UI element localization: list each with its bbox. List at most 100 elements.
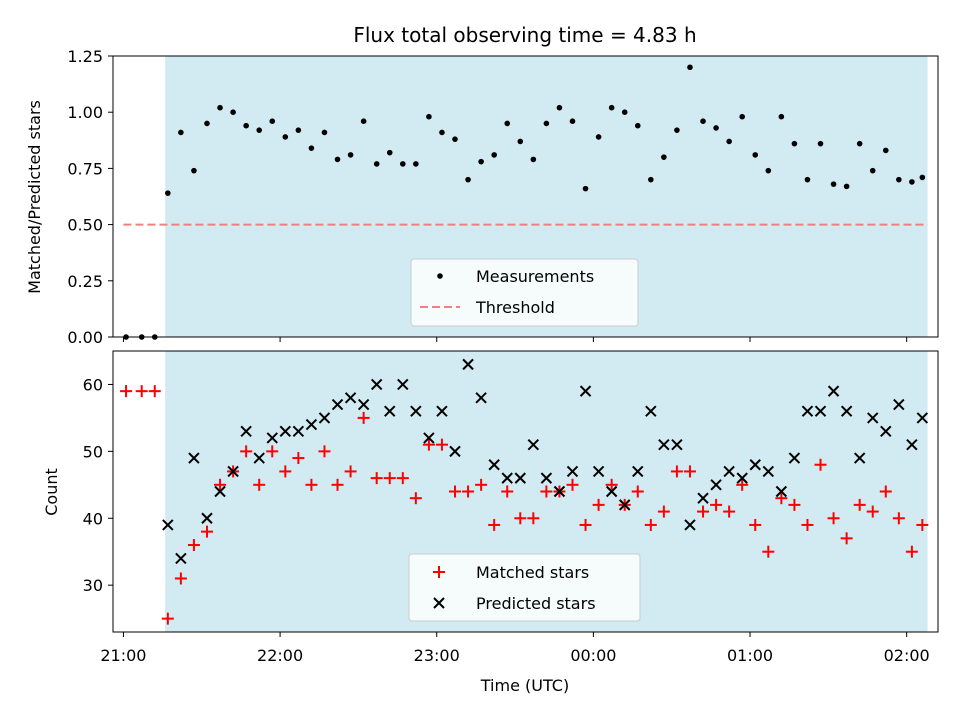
data-point: [569, 118, 576, 124]
data-point: [892, 512, 905, 525]
count-series-matched-stars: [120, 385, 929, 625]
x-tick-label: 22:00: [257, 646, 303, 665]
data-point: [619, 499, 631, 511]
data-point: [527, 438, 540, 451]
data-point: [566, 478, 579, 491]
data-point: [801, 518, 814, 531]
data-point: [120, 385, 133, 398]
data-point: [344, 392, 357, 404]
data-point-stroke: [592, 465, 605, 478]
data-point: [648, 176, 654, 183]
data-point: [909, 179, 915, 185]
data-point-stroke: [762, 465, 775, 478]
ratio-y-tick-label: 0.00: [67, 328, 103, 347]
data-point: [592, 465, 605, 478]
legend-matched-label: Matched stars: [476, 563, 589, 582]
data-point-stroke: [201, 512, 213, 524]
data-point: [840, 405, 853, 417]
data-point-stroke: [227, 465, 239, 478]
data-point-stroke: [305, 418, 318, 431]
data-point: [253, 478, 266, 491]
data-point-stroke: [423, 432, 435, 444]
data-point: [383, 472, 396, 485]
data-point-stroke: [527, 438, 540, 451]
data-point: [334, 156, 341, 163]
data-point: [475, 392, 487, 404]
data-point-stroke: [540, 472, 553, 484]
data-point: [426, 113, 432, 120]
data-point-stroke: [240, 425, 252, 437]
data-point: [919, 174, 926, 181]
legend-threshold-label: Threshold: [475, 298, 555, 317]
legend-measurements-marker: [437, 273, 443, 279]
data-point: [200, 525, 213, 538]
data-point: [161, 612, 174, 625]
data-point: [308, 145, 315, 151]
data-point: [162, 519, 174, 531]
data-point: [657, 505, 670, 518]
data-point-stroke: [436, 405, 448, 417]
data-point: [843, 183, 850, 190]
data-point-stroke: [632, 465, 644, 478]
data-point: [556, 104, 563, 111]
data-point: [410, 405, 422, 417]
ratio-y-axis-label: Matched/Predicted stars: [25, 100, 44, 294]
data-point-stroke: [253, 452, 265, 464]
data-point: [916, 412, 929, 424]
data-point: [409, 492, 422, 505]
data-point: [360, 118, 367, 124]
legend-predicted-label: Predicted stars: [476, 594, 596, 613]
data-point: [370, 378, 383, 391]
data-point: [449, 445, 461, 458]
data-point: [916, 518, 929, 531]
count-y-tick-label: 60: [83, 375, 103, 394]
data-point: [331, 478, 344, 491]
data-point: [739, 113, 745, 120]
ratio-y-tick-label: 0.75: [67, 159, 103, 178]
data-point: [514, 472, 526, 484]
data-point: [762, 465, 775, 478]
data-point-stroke: [501, 472, 513, 484]
data-point: [397, 378, 409, 391]
data-point-stroke: [605, 485, 618, 498]
data-point: [791, 140, 798, 147]
data-point: [227, 465, 239, 478]
data-point: [384, 405, 396, 417]
data-point: [814, 405, 827, 417]
data-point-stroke: [488, 459, 500, 471]
data-point: [527, 512, 540, 525]
data-point: [282, 134, 289, 140]
data-point-stroke: [710, 479, 722, 491]
data-point: [230, 109, 236, 115]
data-point: [344, 465, 357, 478]
data-point: [683, 465, 696, 478]
data-point: [321, 129, 328, 136]
count-legend: Matched stars Predicted stars: [408, 553, 641, 622]
data-point: [906, 438, 918, 451]
data-point-stroke: [749, 459, 761, 471]
data-point: [674, 127, 680, 133]
data-point: [687, 64, 693, 71]
data-point: [135, 385, 148, 398]
data-point-stroke: [214, 485, 226, 498]
data-point: [697, 492, 709, 504]
data-point: [204, 120, 210, 127]
data-point: [671, 438, 683, 451]
data-point-stroke: [814, 405, 827, 417]
data-point: [879, 485, 892, 498]
data-point: [634, 122, 641, 129]
legend-measurements-label: Measurements: [476, 267, 594, 286]
data-point: [266, 432, 278, 444]
data-point: [357, 411, 370, 424]
data-point: [295, 127, 302, 133]
data-point: [357, 398, 370, 411]
data-point: [684, 519, 696, 531]
data-point: [201, 512, 213, 524]
data-point: [632, 465, 644, 478]
data-point: [765, 167, 772, 174]
data-point: [840, 532, 853, 545]
data-point: [605, 485, 618, 498]
data-point: [830, 181, 837, 187]
data-point: [305, 478, 318, 491]
data-point-stroke: [357, 398, 370, 411]
